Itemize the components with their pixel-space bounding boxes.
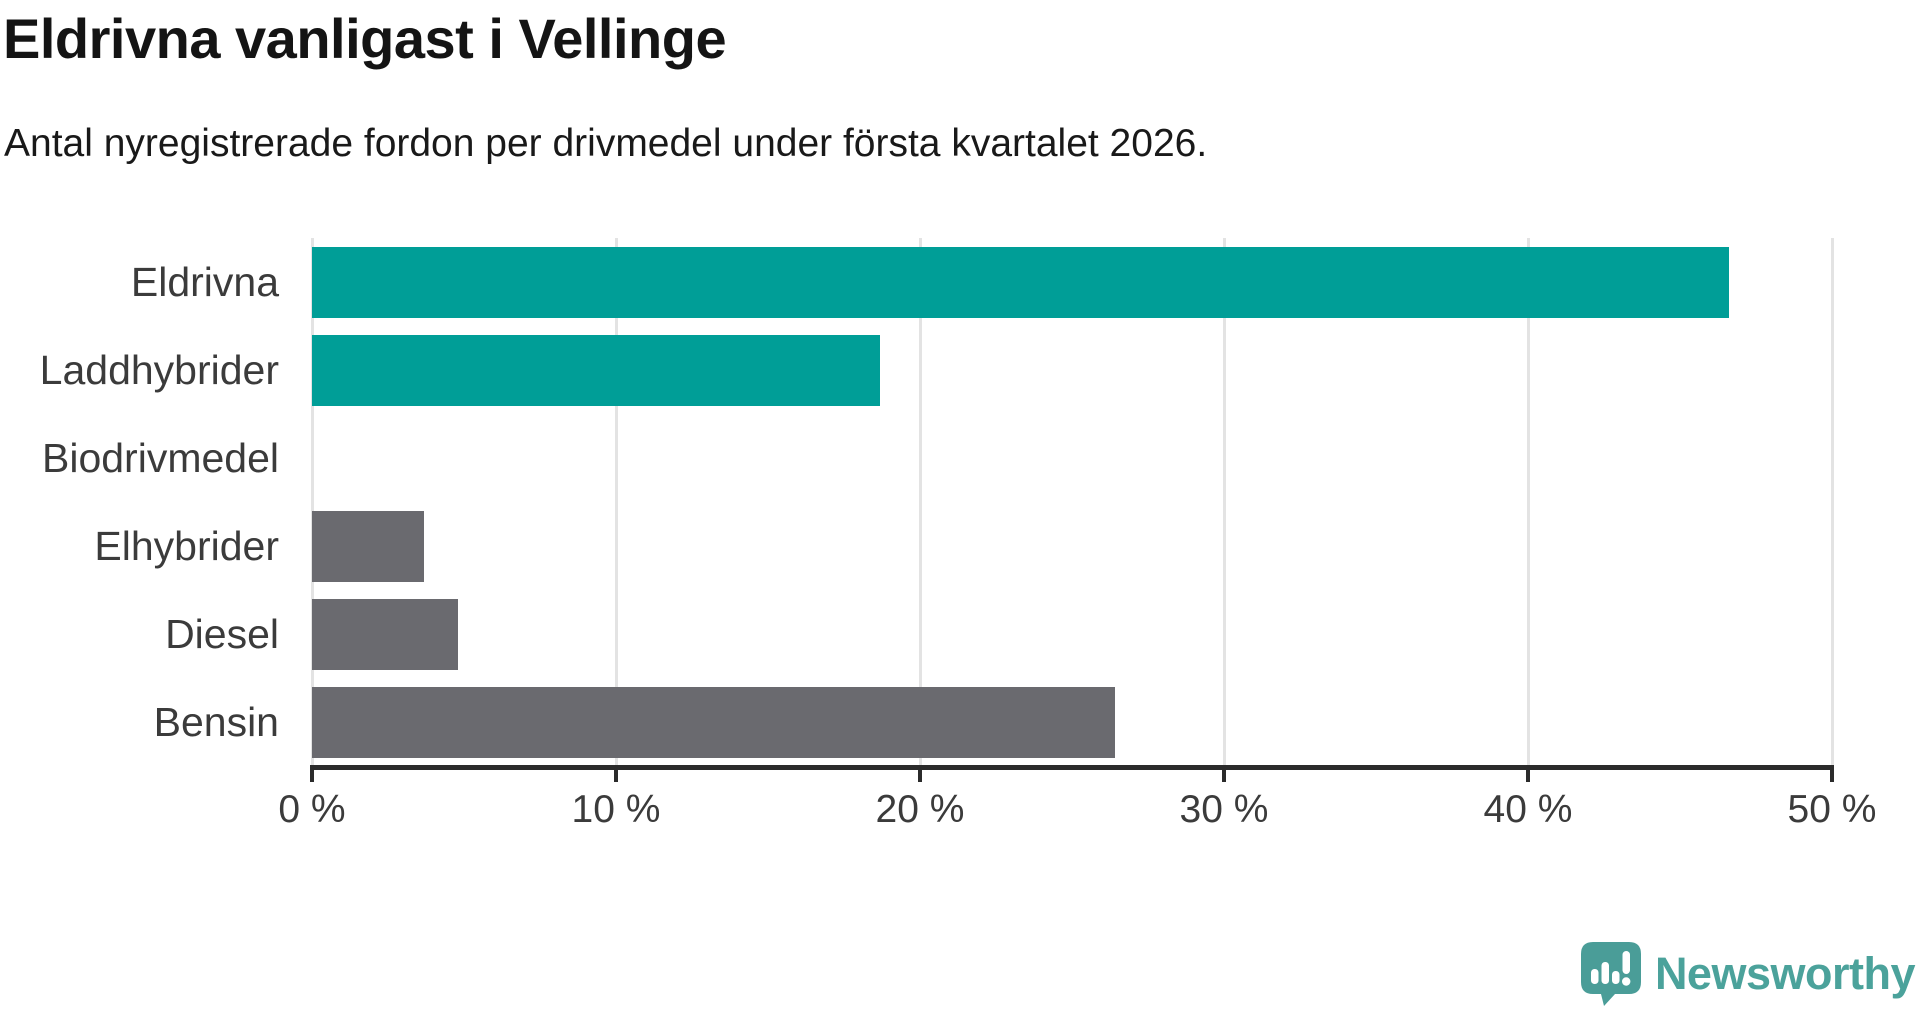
bar-row	[312, 414, 1832, 502]
bar-row	[312, 238, 1832, 326]
gridline-0	[310, 238, 314, 766]
x-axis-tick-label: 10 %	[571, 788, 661, 831]
category-label-row: Bensin	[0, 678, 296, 766]
category-label-row: Laddhybrider	[0, 326, 296, 414]
chart-subtitle: Antal nyregistrerade fordon per drivmede…	[4, 122, 1208, 165]
newsworthy-logo-text: Newsworthy	[1654, 948, 1916, 999]
x-axis-tick-label: 20 %	[875, 788, 965, 831]
gridline-10	[614, 238, 618, 766]
bar-laddhybrider	[312, 335, 881, 406]
category-label-row: Elhybrider	[0, 502, 296, 590]
category-label: Eldrivna	[130, 258, 279, 305]
gridline-50	[1830, 238, 1834, 766]
bar-elhybrider	[312, 511, 425, 582]
gridline-20	[918, 238, 922, 766]
category-label-row: Diesel	[0, 590, 296, 678]
x-axis-tick-50	[1830, 770, 1834, 782]
category-label: Diesel	[165, 610, 279, 657]
x-axis-tick-label: 50 %	[1787, 788, 1877, 831]
newsworthy-logo: Newsworthy	[1579, 941, 1916, 1007]
bar-row	[312, 326, 1832, 414]
category-label: Laddhybrider	[39, 346, 279, 393]
category-label: Bensin	[153, 698, 279, 745]
x-axis-tick-20	[918, 770, 922, 782]
x-axis-tick-10	[614, 770, 618, 782]
y-axis-category-labels: Eldrivna Laddhybrider Biodrivmedel Elhybrid…	[0, 238, 296, 766]
x-axis-line	[310, 765, 1834, 770]
x-axis-tick-label: 40 %	[1483, 788, 1573, 831]
gridline-30	[1222, 238, 1226, 766]
plot-area	[310, 238, 1834, 766]
category-label: Biodrivmedel	[42, 434, 279, 481]
x-axis-tick-40	[1526, 770, 1530, 782]
category-label: Elhybrider	[94, 522, 279, 569]
chart-title: Eldrivna vanligast i Vellinge	[3, 7, 727, 70]
bar-row	[312, 502, 1832, 590]
newsworthy-logo-icon	[1580, 942, 1641, 1006]
x-axis-tick-0	[310, 770, 314, 782]
bar-diesel	[312, 599, 458, 670]
x-axis-tick-label: 0 %	[278, 788, 346, 831]
category-label-row: Biodrivmedel	[0, 414, 296, 502]
bar-bensin	[312, 687, 1115, 758]
bar-eldrivna	[312, 247, 1729, 318]
x-axis-tick-label: 30 %	[1179, 788, 1269, 831]
x-axis-tick-30	[1222, 770, 1226, 782]
category-label-row: Eldrivna	[0, 238, 296, 326]
bar-row	[312, 678, 1832, 766]
bar-row	[312, 590, 1832, 678]
gridline-40	[1526, 238, 1530, 766]
